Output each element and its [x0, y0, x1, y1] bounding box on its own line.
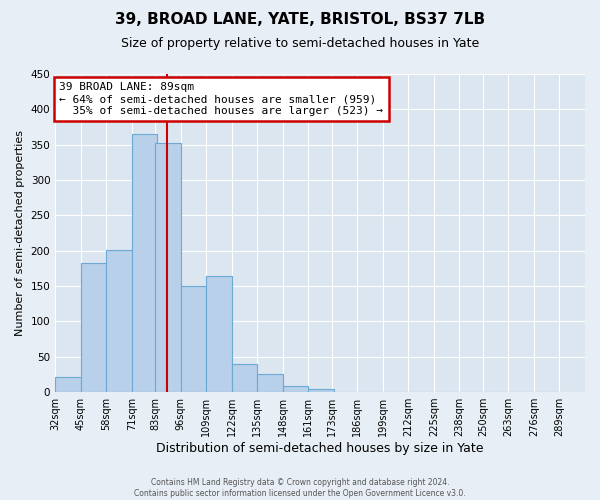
Bar	[55, 376, 80, 392]
Text: Size of property relative to semi-detached houses in Yate: Size of property relative to semi-detach…	[121, 38, 479, 51]
Bar	[80, 262, 106, 392]
Y-axis label: Number of semi-detached properties: Number of semi-detached properties	[15, 130, 25, 336]
Bar	[106, 250, 131, 392]
Bar	[155, 144, 181, 392]
Bar	[181, 286, 206, 392]
X-axis label: Distribution of semi-detached houses by size in Yate: Distribution of semi-detached houses by …	[157, 442, 484, 455]
Bar	[131, 134, 157, 392]
Text: Contains HM Land Registry data © Crown copyright and database right 2024.
Contai: Contains HM Land Registry data © Crown c…	[134, 478, 466, 498]
Bar	[257, 374, 283, 392]
Text: 39 BROAD LANE: 89sqm
← 64% of semi-detached houses are smaller (959)
  35% of se: 39 BROAD LANE: 89sqm ← 64% of semi-detac…	[59, 82, 383, 116]
Bar	[206, 276, 232, 392]
Bar	[308, 388, 334, 392]
Bar	[283, 386, 308, 392]
Bar	[232, 364, 257, 392]
Text: 39, BROAD LANE, YATE, BRISTOL, BS37 7LB: 39, BROAD LANE, YATE, BRISTOL, BS37 7LB	[115, 12, 485, 28]
